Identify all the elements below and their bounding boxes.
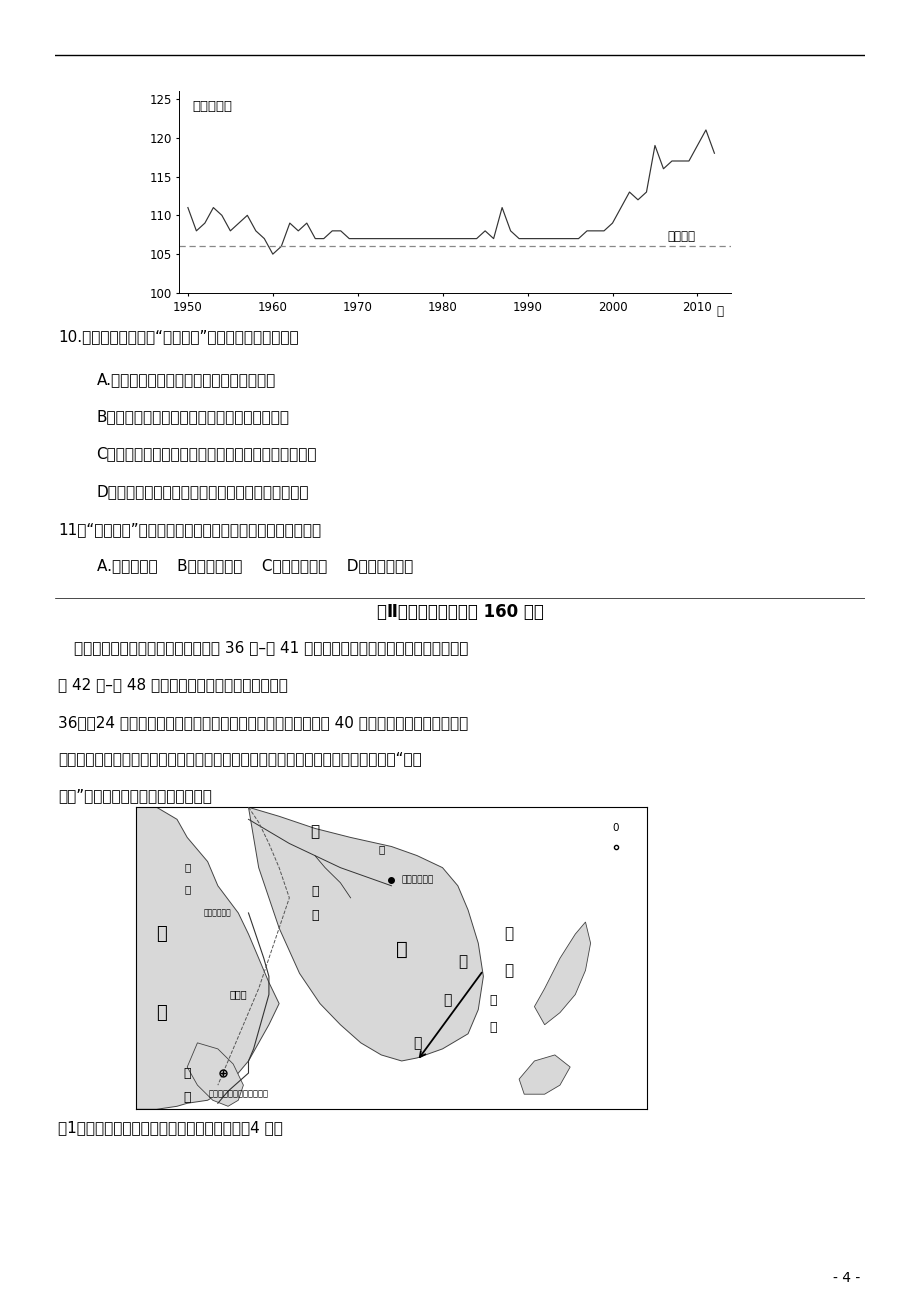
Text: - 4 -: - 4 - (832, 1271, 859, 1285)
Text: 罗: 罗 (311, 910, 318, 923)
Text: 大豆总量将达两万吨，有超过九成种在俄罗斯的境外粮食返乡回国，这个现象被称为“俄粮: 大豆总量将达两万吨，有超过九成种在俄罗斯的境外粮食返乡回国，这个现象被称为“俄粮 (58, 751, 421, 767)
Text: 朝: 朝 (183, 1066, 191, 1079)
Text: 10.下列有关我国出台“全面二孩”政策的说法，正确的是: 10.下列有关我国出台“全面二孩”政策的说法，正确的是 (58, 329, 299, 345)
Text: 流: 流 (443, 993, 451, 1008)
Polygon shape (187, 1043, 244, 1107)
Polygon shape (248, 807, 482, 1061)
Text: 同江鐵路大桥: 同江鐵路大桥 (204, 909, 232, 918)
Text: 日: 日 (504, 927, 513, 941)
Text: 日: 日 (489, 993, 497, 1006)
Text: 年: 年 (715, 305, 722, 318)
Text: 第Ⅱ卷（非选择题，共 160 分）: 第Ⅱ卷（非选择题，共 160 分） (376, 603, 543, 621)
Text: 洋: 洋 (458, 954, 467, 969)
Text: 兴凯湖: 兴凯湖 (229, 990, 247, 1000)
Text: （1）说出影响海参崴城市发展的区位因素。（4 分）: （1）说出影响海参崴城市发展的区位因素。（4 分） (58, 1120, 282, 1135)
Text: 本卷包括必考题和选考题两部分。第 36 题–第 41 题为必考题，每个试题考生都必须做答。: 本卷包括必考题和选考题两部分。第 36 题–第 41 题为必考题，每个试题考生都… (74, 641, 468, 656)
Text: 国: 国 (156, 1004, 167, 1022)
Text: 11．“全面二孩”政策的实施在未来五年内最不易拉动的行业是: 11．“全面二孩”政策的实施在未来五年内最不易拉动的行业是 (58, 522, 321, 538)
Text: A.服装、玩具    B．教育、服务    C．医疗、卫生    D．建筑、交通: A.服装、玩具 B．教育、服务 C．医疗、卫生 D．建筑、交通 (96, 559, 413, 574)
Polygon shape (518, 1055, 570, 1094)
Text: 中: 中 (156, 926, 167, 943)
Polygon shape (534, 922, 590, 1025)
Text: 海: 海 (413, 1036, 421, 1049)
Text: 哈巴罗夫斯克: 哈巴罗夫斯克 (402, 875, 434, 884)
Text: 利: 利 (184, 884, 190, 893)
Text: 斯: 斯 (395, 940, 407, 958)
Text: 俄: 俄 (310, 824, 319, 838)
Text: 正常水平: 正常水平 (667, 230, 695, 243)
Polygon shape (136, 807, 278, 1109)
Text: 返乡”。读下面区域略图，完成问题。: 返乡”。读下面区域略图，完成问题。 (58, 788, 211, 803)
Text: A.政策实施后将使我国人口出生率快速增长: A.政策实施后将使我国人口出生率快速增长 (96, 372, 276, 388)
Text: 0: 0 (612, 823, 618, 833)
Text: 本: 本 (504, 963, 513, 978)
Text: 第 42 题–第 48 题为选考题，考生根据需求做答。: 第 42 题–第 48 题为选考题，考生根据需求做答。 (58, 677, 288, 693)
Text: 信: 信 (184, 863, 190, 872)
Text: 符拉迪沃斯托克（海参崴）: 符拉迪沃斯托克（海参崴） (208, 1090, 268, 1099)
Text: 人口性别比: 人口性别比 (192, 100, 232, 113)
Text: 本: 本 (489, 1021, 497, 1034)
Text: B．崚持计划生育基本国策，完善人口发展战略: B．崚持计划生育基本国策，完善人口发展战略 (96, 409, 289, 424)
Text: 36．（24 分）近年来，我国在俄罗斯远东地区开发土地面积近 40 万公顼，预测平均每年返销: 36．（24 分）近年来，我国在俄罗斯远东地区开发土地面积近 40 万公顼，预测… (58, 715, 468, 730)
Text: D．有利于在短期内解决我国人口性别比例失衡问题: D．有利于在短期内解决我国人口性别比例失衡问题 (96, 484, 309, 500)
Text: C．缓解近些年因退休高潮给国家带来的沉重养老负担: C．缓解近些年因退休高潮给国家带来的沉重养老负担 (96, 447, 317, 462)
Text: 亚: 亚 (311, 885, 318, 898)
Text: 鲜: 鲜 (183, 1091, 191, 1104)
Text: 河: 河 (378, 845, 384, 854)
